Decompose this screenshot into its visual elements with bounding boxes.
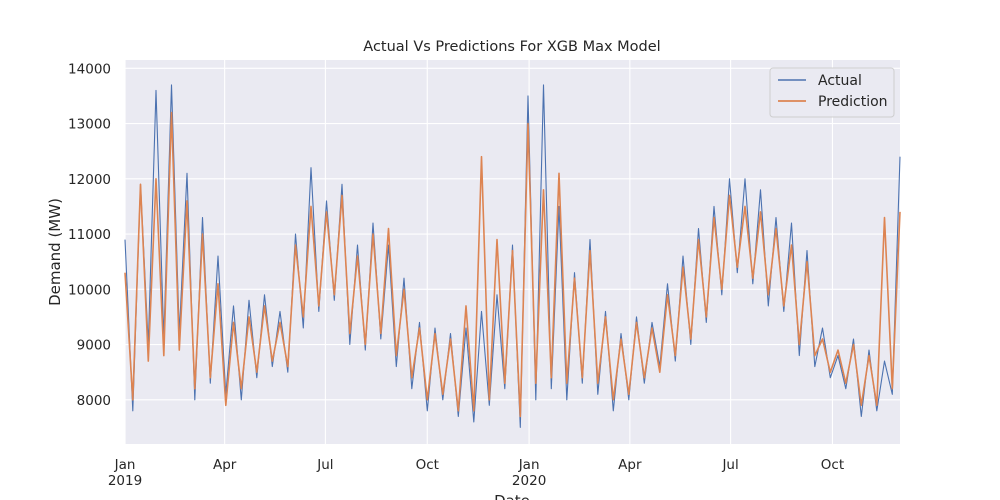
x-tick-label: Apr	[213, 457, 237, 473]
series-lines	[124, 84, 901, 428]
y-tick-label: 13000	[68, 117, 111, 133]
x-tick-year-label: 2020	[512, 473, 546, 489]
x-tick-year-label: 2019	[108, 473, 142, 489]
y-tick-label: 14000	[68, 61, 111, 77]
tick-labels: 800090001000011000120001300014000Jan2019…	[68, 61, 844, 489]
gridlines	[124, 60, 900, 444]
legend: Actual Prediction	[769, 67, 895, 118]
y-tick-label: 8000	[77, 393, 111, 409]
y-tick-label: 12000	[68, 172, 111, 188]
x-tick-label: Oct	[821, 457, 844, 473]
prediction-series-line	[124, 111, 901, 418]
y-tick-label: 10000	[68, 282, 111, 298]
x-axis-label: Date	[494, 492, 530, 500]
y-tick-label: 11000	[68, 227, 111, 243]
chart-title: Actual Vs Predictions For XGB Max Model	[363, 39, 660, 55]
legend-label-actual: Actual	[818, 73, 862, 89]
x-tick-label: Jul	[721, 457, 738, 473]
y-tick-label: 9000	[77, 338, 111, 354]
x-tick-label: Apr	[618, 457, 642, 473]
x-tick-label: Jul	[316, 457, 333, 473]
legend-label-prediction: Prediction	[818, 94, 888, 110]
x-tick-label: Jan	[518, 457, 540, 473]
x-tick-label: Jan	[114, 457, 136, 473]
y-axis-label: Demand (MW)	[46, 198, 64, 306]
x-tick-label: Oct	[416, 457, 439, 473]
